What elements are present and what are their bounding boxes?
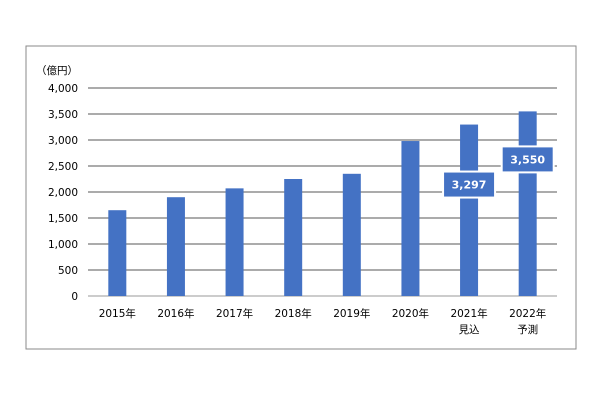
x-tick-label: 2016年 [157, 307, 194, 320]
bar [460, 124, 479, 296]
y-tick-label: 2,000 [48, 187, 78, 199]
y-tick-label: 4,000 [48, 83, 78, 95]
x-tick-sublabel: 見込 [459, 324, 480, 336]
y-tick-label: 3,500 [48, 109, 78, 121]
y-axis-unit-label: （億円） [36, 64, 78, 77]
bar [518, 111, 537, 297]
x-tick-label: 2022年 [509, 307, 546, 320]
data-label-box [442, 170, 497, 199]
bar [225, 188, 244, 296]
bar [108, 210, 127, 296]
y-tick-label: 1,000 [48, 239, 78, 251]
data-label: 3,550 [510, 153, 545, 166]
y-tick-label: 500 [58, 265, 78, 277]
data-label-box [500, 145, 555, 174]
x-tick-label: 2019年 [333, 307, 370, 320]
data-label: 3,297 [452, 179, 487, 192]
x-tick-label: 2018年 [275, 307, 312, 320]
bar [342, 173, 361, 296]
y-tick-label: 1,500 [48, 213, 78, 225]
y-tick-label: 0 [71, 291, 78, 303]
y-tick-label: 3,000 [48, 135, 78, 147]
bar [401, 141, 420, 296]
x-tick-sublabel: 予測 [517, 323, 538, 336]
x-tick-label: 2021年 [450, 307, 487, 320]
x-tick-label: 2017年 [216, 307, 253, 320]
x-tick-label: 2015年 [99, 307, 136, 320]
gridlines [88, 87, 557, 297]
bar [166, 197, 185, 296]
x-tick-label: 2020年 [392, 307, 429, 320]
bar [284, 179, 303, 296]
y-tick-labels: 0 500 1,000 1,500 2,000 2,500 3,000 3,500 4,000 [48, 83, 78, 303]
data-labels: 3,297 3,550 [442, 145, 555, 199]
y-tick-label: 2,500 [48, 161, 78, 173]
